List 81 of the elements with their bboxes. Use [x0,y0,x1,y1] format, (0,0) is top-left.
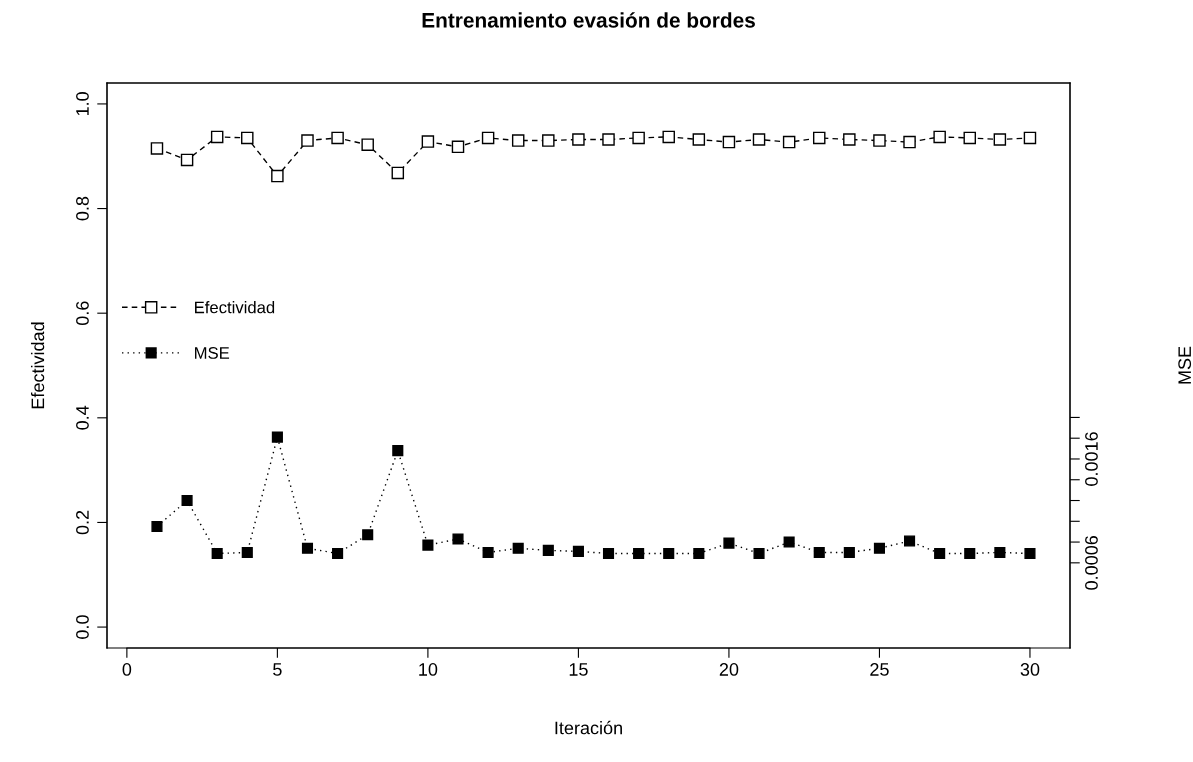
y-tick-label: 0.0 [76,615,89,639]
point [210,130,224,144]
y2-axis-title: MSE [1178,346,1192,384]
point [572,545,584,557]
y-tick-label: 0.8 [76,196,89,221]
point [542,134,555,147]
point [361,138,374,151]
point [602,547,615,560]
point [633,547,645,560]
point [903,135,916,149]
x-axis-title: Iteración [555,720,622,735]
point [812,131,826,145]
point [241,131,254,145]
point [391,166,405,180]
point [873,134,886,147]
point [963,131,977,145]
point [451,140,465,154]
point [151,520,163,533]
point [843,133,856,146]
point [692,133,706,146]
point [1023,131,1037,145]
point [813,546,825,559]
point [271,431,283,443]
point [722,135,736,149]
chart-title: Entrenamiento evasión de bordes [422,12,755,28]
point [271,169,284,183]
point [482,546,494,559]
x-tick-label: 0 [122,663,132,676]
point [180,153,194,167]
x-tick-label: 30 [1020,663,1040,676]
point [783,536,795,548]
point [964,547,976,560]
point [512,542,524,554]
y-tick-label: 0.2 [76,510,89,535]
y-tick-label: 0.4 [76,405,89,430]
point [602,133,615,146]
y-tick-label: 1.0 [76,92,89,116]
point [181,494,193,507]
point [903,535,916,547]
point [421,135,435,148]
point [422,539,434,551]
point [241,546,253,559]
y-axis-title: Efectividad [30,322,45,409]
point [753,547,765,560]
point [452,533,464,545]
legend-label: Efectividad [195,301,275,314]
point [994,546,1006,559]
x-tick-label: 10 [419,663,438,676]
y-tick-label: 0.6 [76,301,89,326]
point [934,547,946,560]
point [572,133,585,146]
point [632,131,645,145]
point [662,130,675,144]
point [1024,547,1036,560]
point [993,133,1007,146]
point [693,547,705,560]
point [332,547,344,560]
x-tick-label: 20 [719,663,739,676]
point [362,529,374,541]
point [873,542,886,554]
point [542,544,554,556]
point [150,142,164,155]
y2-tick-label: 0.0016 [1085,432,1098,486]
point [933,130,946,144]
point [392,445,404,457]
point [481,131,495,145]
y2-tick-label: 0.0006 [1085,536,1098,590]
point [843,546,855,559]
point [211,547,223,560]
x-tick-label: 15 [569,663,588,676]
point [301,134,314,147]
x-tick-label: 25 [870,663,889,676]
point [301,542,314,554]
point [752,133,766,146]
x-tick-label: 5 [273,663,282,676]
point [511,134,525,147]
legend-label: MSE [195,347,230,359]
point [782,135,796,149]
point [663,547,675,560]
point [331,131,344,145]
point [723,537,735,549]
